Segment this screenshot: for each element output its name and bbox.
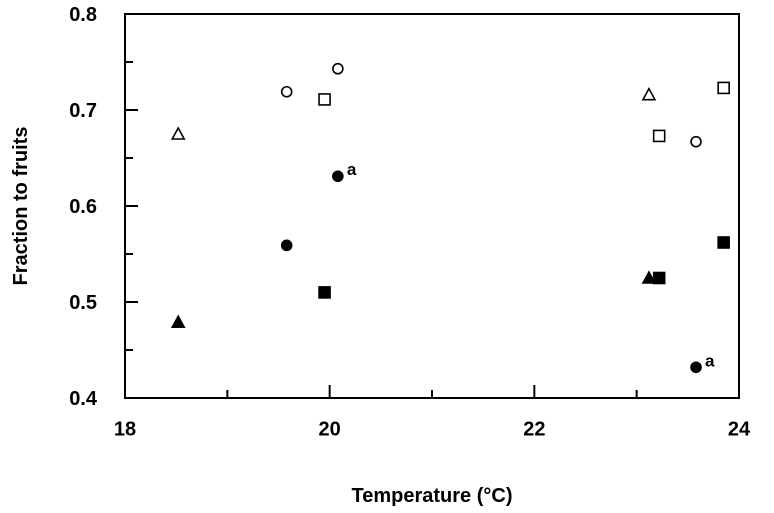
filled-circle-point [332,170,344,183]
open-circle-point [280,85,293,98]
x-axis-title: Temperature (°C) [352,485,513,507]
y-tick-label: 0.7 [69,100,97,122]
axis-ticks [124,13,740,399]
filled-square-point [717,236,730,249]
open-square-point [717,81,730,95]
open-square-point [652,129,666,143]
y-tick-label: 0.6 [69,196,97,218]
annotation-label: a [705,351,715,370]
x-tick-label: 20 [319,419,341,441]
axis-tick-labels: 18 20 22 24 0.4 0.5 0.6 0.7 0.8 [69,4,751,441]
open-square-point [318,93,331,106]
annotation-label: a [347,160,357,179]
open-circle-point [690,135,702,148]
filled-triangle-point [170,314,186,328]
filled-triangle-point [641,270,657,284]
open-triangle-point [170,126,186,140]
open-triangle-point [641,86,657,101]
x-tick-label: 18 [114,419,136,441]
y-tick-label: 0.4 [69,388,98,410]
y-tick-label: 0.8 [69,4,97,26]
open-circle-point [332,62,344,75]
y-tick-label: 0.5 [69,292,97,314]
filled-square-point [318,286,331,299]
filled-circle-point [280,239,293,252]
x-tick-label: 24 [728,419,751,441]
plot-area-frame [124,13,740,399]
filled-square-point [652,271,666,285]
annotations: aa [347,160,715,370]
y-axis-title: Fraction to fruits [10,127,32,286]
filled-circle-point [690,361,702,374]
data-points [170,62,730,374]
x-tick-label: 22 [523,419,545,441]
